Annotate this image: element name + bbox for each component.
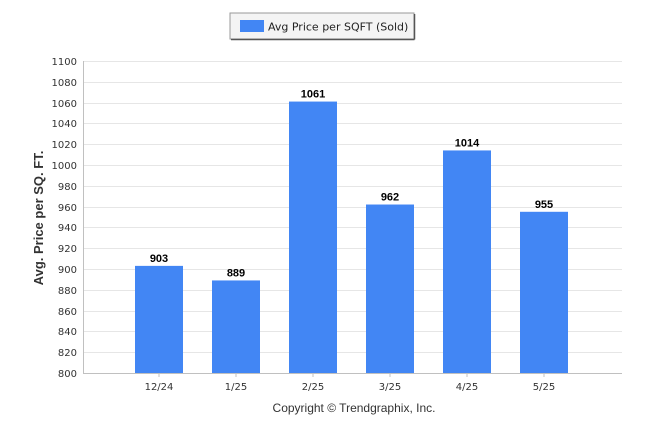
legend-label: Avg Price per SQFT (Sold) xyxy=(268,21,408,34)
data-labels: 903 889 1061 962 1014 955 xyxy=(150,89,553,280)
x-tick-label: 3/25 xyxy=(379,382,401,393)
bar xyxy=(366,204,414,373)
bar xyxy=(289,101,337,373)
x-tick-label: 1/25 xyxy=(225,382,247,393)
x-tick-label: 5/25 xyxy=(533,382,555,393)
bars xyxy=(135,101,568,373)
y-tick-label: 900 xyxy=(58,265,77,276)
bar-value-label: 1014 xyxy=(455,137,480,149)
y-tick-label: 800 xyxy=(58,369,77,380)
legend: Avg Price per SQFT (Sold) xyxy=(229,12,416,41)
bar-value-label: 962 xyxy=(381,192,399,204)
y-tick-label: 880 xyxy=(58,286,77,297)
bar xyxy=(520,211,568,373)
bar xyxy=(443,150,491,373)
x-axis-ticks: 12/24 1/25 2/25 3/25 4/25 5/25 xyxy=(145,373,555,393)
y-tick-label: 840 xyxy=(58,327,77,338)
bar-value-label: 1061 xyxy=(301,89,325,101)
y-tick-label: 1020 xyxy=(52,140,77,151)
y-tick-label: 820 xyxy=(58,348,77,359)
y-tick-label: 1080 xyxy=(52,78,77,89)
bar-value-label: 889 xyxy=(227,267,245,279)
y-axis-ticks: 800 820 840 860 880 900 920 940 960 980 1000 1020 10… xyxy=(52,57,77,380)
y-tick-label: 920 xyxy=(58,244,77,255)
legend-swatch xyxy=(240,20,264,32)
y-tick-label: 980 xyxy=(58,182,77,193)
y-tick-label: 1040 xyxy=(52,119,77,130)
bar xyxy=(135,265,183,373)
bar-value-label: 955 xyxy=(535,199,553,211)
bar-value-label: 903 xyxy=(150,253,168,265)
x-tick-label: 12/24 xyxy=(145,382,174,393)
copyright-text: Copyright © Trendgraphix, Inc. xyxy=(273,401,436,415)
y-tick-label: 1060 xyxy=(52,99,77,110)
y-tick-label: 940 xyxy=(58,223,77,234)
y-axis-title: Avg. Price per SQ. FT. xyxy=(31,151,46,286)
y-tick-label: 1000 xyxy=(52,161,77,172)
y-tick-label: 960 xyxy=(58,203,77,214)
y-tick-label: 1100 xyxy=(52,57,77,68)
bar xyxy=(212,280,260,373)
x-tick-label: 4/25 xyxy=(456,382,478,393)
y-tick-label: 860 xyxy=(58,307,77,318)
x-tick-label: 2/25 xyxy=(302,382,324,393)
